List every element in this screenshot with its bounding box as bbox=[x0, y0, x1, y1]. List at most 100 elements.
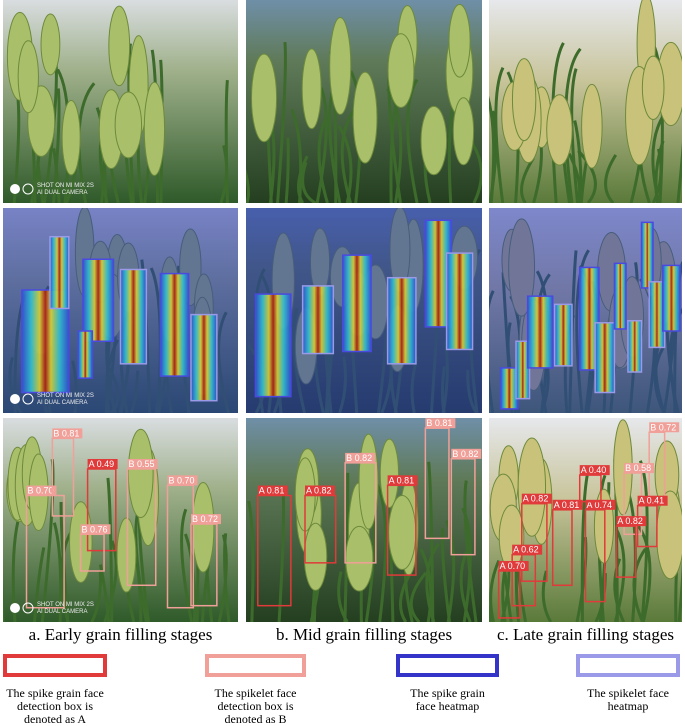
leaf bbox=[301, 161, 317, 203]
heatmap-box bbox=[578, 266, 600, 371]
heatmap bbox=[82, 259, 114, 342]
leaf bbox=[277, 495, 286, 622]
leaf bbox=[427, 461, 435, 622]
leaf bbox=[317, 116, 329, 203]
leaf bbox=[297, 155, 309, 203]
heatmap-box bbox=[386, 276, 417, 365]
heatmap bbox=[255, 294, 291, 397]
detection-label: A 0.74 bbox=[587, 500, 613, 510]
heatmap bbox=[78, 331, 93, 379]
detection-label: A 0.40 bbox=[581, 465, 607, 475]
heatmap bbox=[50, 236, 69, 309]
detection-tag bbox=[498, 561, 529, 571]
leaf bbox=[406, 78, 419, 203]
leaf bbox=[32, 547, 46, 622]
spike bbox=[108, 5, 131, 87]
legend-label: denoted as B bbox=[225, 712, 287, 726]
panel bbox=[246, 208, 482, 413]
detection-label: A 0.81 bbox=[554, 500, 580, 510]
heatmap-box bbox=[21, 289, 70, 394]
legend-label: face heatmap bbox=[416, 699, 480, 713]
detection-label: A 0.41 bbox=[639, 496, 665, 506]
heatmap bbox=[527, 296, 553, 368]
logo bbox=[22, 602, 34, 614]
detection-label: A 0.82 bbox=[306, 486, 332, 496]
detection-label: B 0.76 bbox=[82, 524, 108, 534]
detection-label: B 0.81 bbox=[53, 428, 79, 438]
heatmap-box bbox=[594, 322, 616, 394]
heatmap-box bbox=[526, 295, 554, 369]
leaf bbox=[489, 96, 496, 203]
leaf bbox=[494, 66, 505, 203]
detection-tag bbox=[649, 422, 680, 433]
detection-label: B 0.72 bbox=[192, 514, 218, 524]
detection-tag bbox=[87, 459, 118, 469]
detection-label: A 0.81 bbox=[259, 486, 285, 496]
detection-label: A 0.82 bbox=[617, 516, 643, 526]
heatmap bbox=[342, 255, 372, 352]
spike bbox=[301, 48, 322, 130]
logo bbox=[10, 603, 20, 613]
leaf bbox=[463, 480, 478, 622]
heatmap-box bbox=[640, 221, 654, 289]
leaf bbox=[337, 125, 353, 203]
caption: c. Late grain filling stages bbox=[497, 625, 674, 644]
leaf bbox=[459, 550, 472, 622]
heatmap bbox=[446, 253, 473, 350]
spike bbox=[379, 438, 400, 509]
heatmap bbox=[302, 285, 334, 354]
legend-swatch bbox=[3, 654, 107, 677]
detection-tag bbox=[127, 459, 158, 469]
watermark: AI DUAL CAMERA bbox=[37, 190, 87, 196]
legend-label: detection box is bbox=[218, 699, 294, 713]
detection-label: A 0.82 bbox=[523, 494, 549, 504]
leaf bbox=[399, 571, 413, 622]
legend-swatch bbox=[205, 654, 306, 677]
watermark: AI DUAL CAMERA bbox=[37, 609, 87, 615]
spike bbox=[452, 97, 475, 166]
heatmap-box bbox=[342, 254, 372, 353]
detection-label: A 0.62 bbox=[513, 545, 539, 555]
leaf bbox=[52, 88, 61, 203]
detection-tag bbox=[425, 418, 456, 429]
leaf bbox=[489, 559, 501, 622]
spike bbox=[17, 40, 39, 114]
heatmap-box bbox=[627, 320, 643, 373]
detection-tag bbox=[345, 452, 376, 463]
heatmap bbox=[649, 281, 665, 348]
heatmap bbox=[662, 265, 681, 331]
spike bbox=[40, 13, 61, 76]
legend-label: The spikelet face bbox=[215, 686, 297, 700]
detection-tag bbox=[552, 499, 583, 510]
leaf bbox=[103, 540, 118, 622]
leaf bbox=[290, 108, 303, 203]
heatmap bbox=[500, 367, 518, 409]
spike bbox=[517, 437, 547, 537]
panel: A 0.82 A 0.81 A 0.74 A 0.62 A 0.70 B 0.72 B 0.… bbox=[489, 418, 682, 622]
heatmap bbox=[614, 263, 627, 329]
heatmap-box bbox=[254, 293, 292, 398]
spike bbox=[546, 94, 573, 166]
leaf bbox=[613, 558, 626, 622]
heatmap bbox=[516, 341, 530, 399]
leaf bbox=[551, 42, 565, 203]
detection-tag bbox=[512, 544, 543, 555]
detection-label: A 0.49 bbox=[89, 459, 115, 469]
heatmap-box bbox=[445, 252, 474, 351]
leaf bbox=[180, 508, 194, 622]
detection-tag bbox=[167, 475, 198, 486]
spike bbox=[388, 494, 417, 570]
heatmap bbox=[595, 322, 615, 393]
panel bbox=[489, 0, 682, 203]
heatmap-box bbox=[77, 330, 94, 379]
detection-label: B 0.82 bbox=[452, 449, 478, 459]
spike bbox=[352, 71, 378, 164]
spike bbox=[61, 99, 81, 176]
legend-label: The spikelet face bbox=[587, 686, 669, 700]
leaf bbox=[419, 548, 433, 622]
logo bbox=[10, 394, 20, 404]
leaf bbox=[520, 157, 535, 203]
leaf bbox=[246, 168, 250, 203]
heatmap-box bbox=[301, 285, 335, 355]
